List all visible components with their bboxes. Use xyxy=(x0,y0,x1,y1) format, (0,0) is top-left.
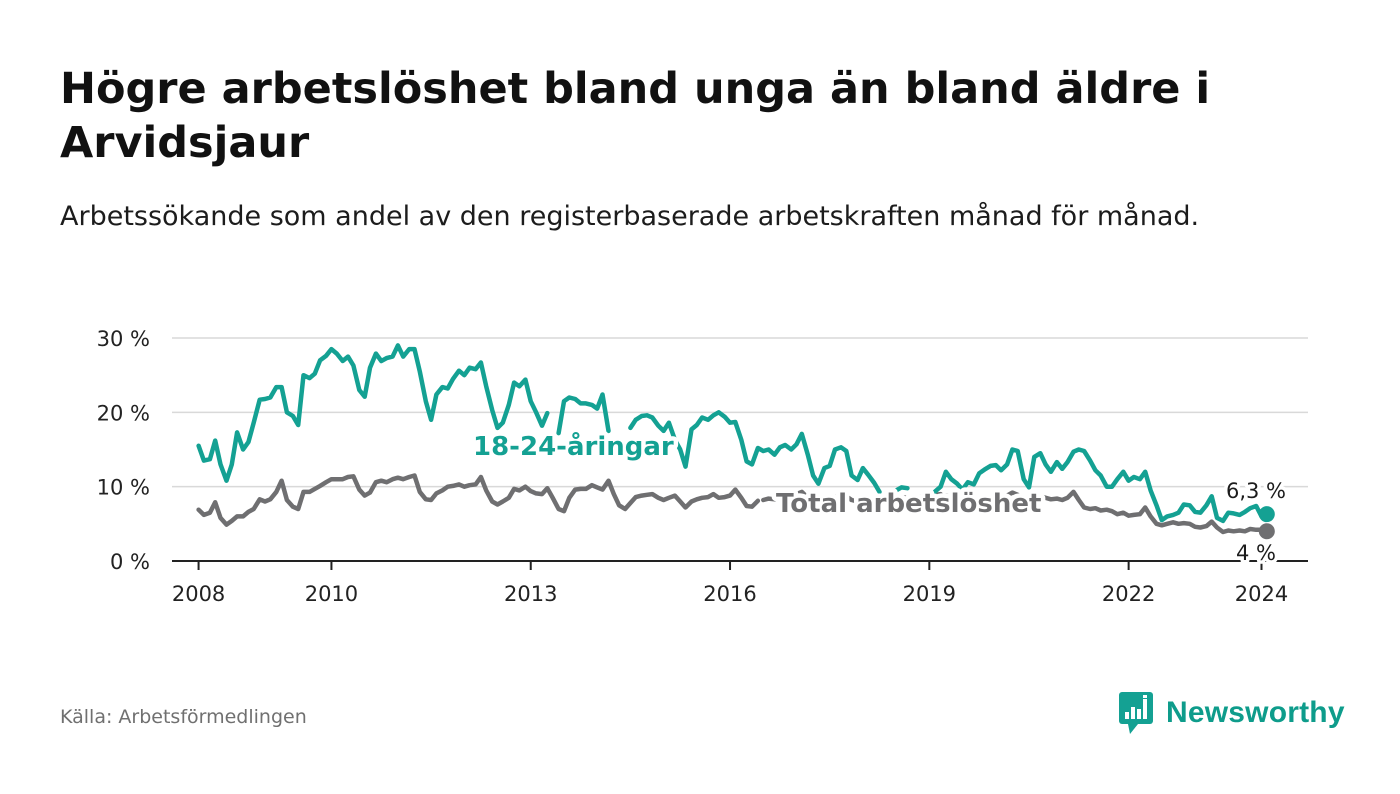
chart-title: Högre arbetslöshet bland unga än bland ä… xyxy=(60,64,1211,168)
x-tick-label: 2010 xyxy=(305,582,358,606)
newsworthy-logo[interactable]: Newsworthy xyxy=(1118,690,1345,736)
y-tick-label: 20 % xyxy=(97,401,150,425)
end-label-total: 4 % xyxy=(1236,541,1276,565)
brand-name: Newsworthy xyxy=(1166,696,1345,729)
source-note: Källa: Arbetsförmedlingen xyxy=(60,706,307,728)
series-line-youth xyxy=(196,343,1270,524)
end-label-youth-halo: 6,3 % xyxy=(1226,479,1286,503)
y-tick-label: 30 % xyxy=(97,327,150,351)
x-tick-label: 2016 xyxy=(703,582,756,606)
series-lines xyxy=(196,343,1275,540)
series-label-total: Total arbetslöshet xyxy=(776,489,1041,519)
endpoint-youth xyxy=(1258,506,1275,523)
series-line-total xyxy=(196,473,1270,535)
series-label-youth-halo: 18-24-åringar xyxy=(473,430,674,462)
end-label-youth: 6,3 % xyxy=(1226,479,1286,503)
x-tick-label: 2022 xyxy=(1102,582,1155,606)
series-label-total-halo: Total arbetslöshet xyxy=(776,489,1041,519)
y-tick-label: 0 % xyxy=(110,550,150,574)
x-tick-label: 2013 xyxy=(504,582,557,606)
series-label-youth: 18-24-åringar xyxy=(473,430,674,462)
x-tick-label: 2019 xyxy=(903,582,956,606)
x-tick-label: 2008 xyxy=(172,582,225,606)
bar-chart-speech-bubble-icon xyxy=(1119,692,1153,734)
x-tick-label: 2024 xyxy=(1235,582,1288,606)
axes: 0 % 10 % 20 % 30 % 2008 2010 2013 2016 2019 2022 2… xyxy=(97,327,1308,606)
chart-subtitle: Arbetssökande som andel av den registerb… xyxy=(60,201,1200,232)
grid-lines xyxy=(172,337,1308,488)
end-label-total-halo: 4 % xyxy=(1236,541,1276,565)
y-tick-label: 10 % xyxy=(97,476,150,500)
endpoint-total xyxy=(1258,523,1275,540)
